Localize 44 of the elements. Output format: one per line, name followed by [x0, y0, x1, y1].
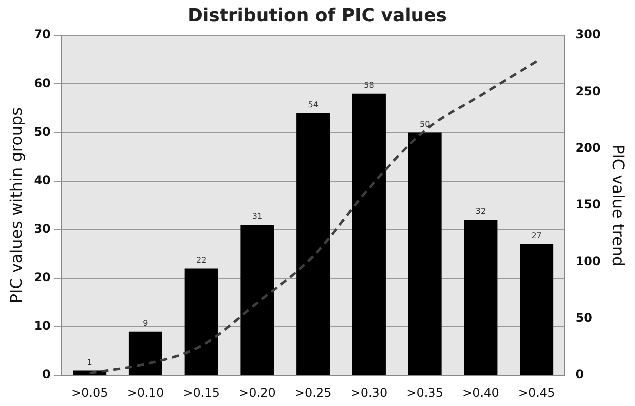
x-tick-label: >0.40 [462, 386, 500, 400]
bar [408, 132, 442, 376]
y2-tick-label: 150 [576, 198, 601, 212]
y-tick-label: 10 [34, 319, 51, 334]
data-label: 32 [476, 207, 486, 216]
x-tick-label: >0.30 [350, 386, 388, 400]
data-label: 31 [252, 212, 263, 222]
x-tick-label: >0.35 [406, 386, 444, 400]
x-tick-label: >0.20 [239, 386, 276, 400]
data-label: 1 [87, 358, 92, 367]
x-tick-label: >0.25 [294, 386, 332, 400]
y-tick-label: 0 [42, 368, 51, 382]
x-tick-label: >0.10 [127, 386, 164, 400]
y-tick-label: 40 [34, 173, 51, 188]
bar [184, 268, 218, 376]
y-tick-label: 60 [34, 76, 51, 90]
x-tick-label: >0.15 [183, 386, 220, 400]
bar [128, 332, 162, 376]
y-tick-label: 50 [34, 124, 51, 139]
data-label: 50 [420, 120, 430, 129]
y-tick-label: 20 [34, 270, 51, 285]
bar [296, 113, 330, 376]
y2-tick-label: 100 [576, 254, 601, 268]
y2-tick-label: 0 [576, 368, 584, 382]
data-label: 27 [532, 232, 542, 241]
y2-tick-label: 200 [576, 141, 601, 156]
y2-tick-label: 300 [576, 28, 601, 42]
data-label: 22 [196, 256, 207, 265]
bar [520, 244, 554, 376]
bar [240, 225, 274, 376]
x-tick-label: >0.05 [71, 386, 108, 400]
bar [352, 94, 386, 376]
x-tick-label: >0.45 [518, 386, 556, 400]
bar [464, 220, 498, 376]
y2-axis-title: PIC value trend [609, 144, 628, 267]
data-label: 9 [143, 318, 148, 328]
data-label: 58 [364, 80, 374, 90]
y2-tick-label: 50 [576, 311, 592, 326]
data-label: 54 [308, 100, 318, 110]
y-axis-title: PIC values within groups [6, 108, 26, 304]
chart-title: Distribution of PIC values [188, 5, 448, 26]
y2-tick-label: 250 [576, 84, 601, 98]
y-tick-label: 70 [34, 28, 51, 42]
y-tick-label: 30 [34, 222, 51, 236]
